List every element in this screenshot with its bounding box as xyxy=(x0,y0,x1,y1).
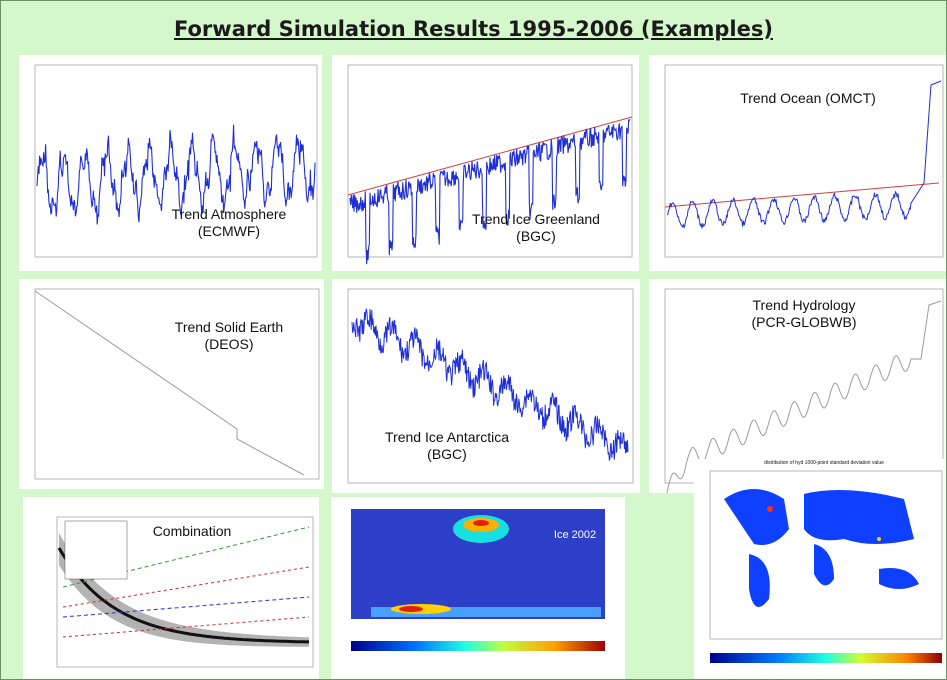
chart-panel-solid-earth: Trend Solid Earth (DEOS) xyxy=(19,279,324,489)
chart-panel-greenland: Trend Ice Greenland (BGC) xyxy=(332,55,639,271)
ice-map xyxy=(331,497,625,679)
label-line2: (ECMWF) xyxy=(197,223,261,239)
label-line2: (BGC) xyxy=(427,446,467,462)
solid-earth-plot xyxy=(34,288,320,480)
label-line2: (DEOS) xyxy=(204,336,254,352)
hydrology-std-map xyxy=(709,470,943,663)
panel-label-greenland: Trend Ice Greenland (BGC) xyxy=(456,211,616,245)
panel-label-atmosphere: Trend Atmosphere (ECMWF) xyxy=(164,206,294,240)
panel-label-solid-earth: Trend Solid Earth (DEOS) xyxy=(159,319,299,353)
chart-panel-combination: Combination xyxy=(23,497,319,679)
chart-panel-hydrology: Trend Hydrology (PCR-GLOBWB) xyxy=(649,279,946,493)
slide-title: Forward Simulation Results 1995-2006 (Ex… xyxy=(174,17,773,41)
label-line1: distribution of hyd 1000-point standard … xyxy=(764,460,884,466)
label-line1: Trend Solid Earth xyxy=(174,319,284,335)
panel-label-ice-2002: Ice 2002 xyxy=(545,527,605,544)
ocean-plot xyxy=(664,64,944,258)
panel-label-combination: Combination xyxy=(147,523,237,540)
combination-plot xyxy=(56,516,314,668)
label-line1: Trend Hydrology xyxy=(752,297,856,313)
label-line1: Trend Ice Greenland xyxy=(472,211,600,227)
label-line1: Trend Atmosphere xyxy=(171,206,287,222)
panel-label-ocean: Trend Ocean (OMCT) xyxy=(733,90,883,107)
antarctica-plot xyxy=(347,288,634,484)
label-line2: (PCR-GLOBWB) xyxy=(751,314,857,330)
label-line2: (BGC) xyxy=(516,228,556,244)
label-line1: Ice 2002 xyxy=(553,529,597,541)
panel-label-hydrology-std: distribution of hyd 1000-point standard … xyxy=(734,459,914,467)
panel-label-antarctica: Trend Ice Antarctica (BGC) xyxy=(372,429,522,463)
label-line1: Trend Ice Antarctica xyxy=(385,429,509,445)
map-panel-ice-2002: Ice 2002 xyxy=(331,497,625,679)
chart-panel-atmosphere: Trend Atmosphere (ECMWF) xyxy=(19,55,322,271)
atmosphere-plot xyxy=(34,64,318,258)
map-panel-hydrology-std: distribution of hyd 1000-point standard … xyxy=(694,459,946,679)
greenland-plot xyxy=(347,64,633,265)
label-line1: Trend Ocean (OMCT) xyxy=(740,90,876,106)
panel-label-hydrology: Trend Hydrology (PCR-GLOBWB) xyxy=(729,297,879,331)
chart-panel-antarctica: Trend Ice Antarctica (BGC) xyxy=(332,279,640,493)
label-line1: Combination xyxy=(152,523,232,539)
chart-panel-ocean: Trend Ocean (OMCT) xyxy=(649,55,946,271)
